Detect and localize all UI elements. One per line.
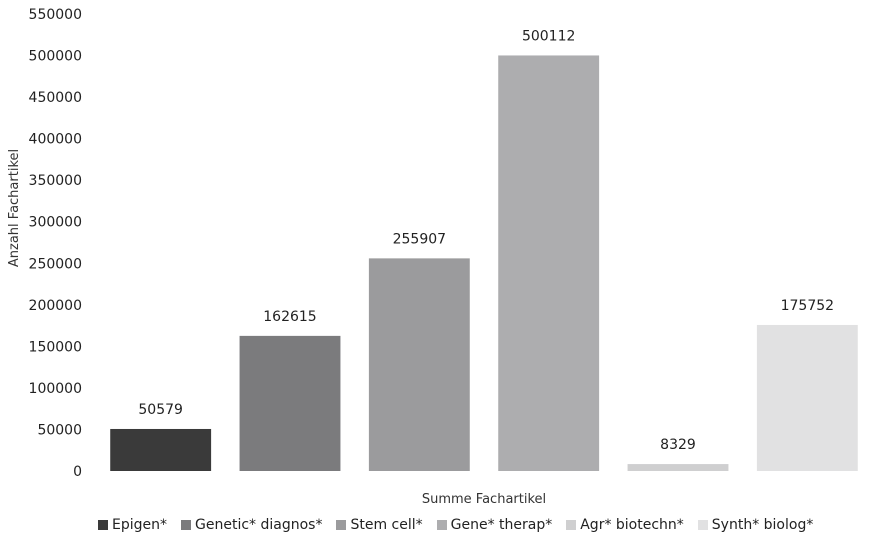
- y-tick-label: 200000: [29, 298, 82, 314]
- legend-swatch: [181, 520, 191, 530]
- data-label: 50579: [138, 402, 183, 418]
- legend-item: Stem cell*: [336, 517, 423, 533]
- legend-label: Gene* therap*: [450, 517, 553, 533]
- bar: [110, 428, 212, 471]
- y-tick-label: 500000: [29, 49, 82, 65]
- y-tick-label: 300000: [29, 215, 82, 231]
- y-tick-label: 50000: [37, 422, 82, 438]
- bar: [627, 464, 729, 471]
- y-tick-label: 550000: [29, 7, 82, 23]
- x-axis-title: Summe Fachartikel: [422, 492, 546, 507]
- y-tick-label: 350000: [29, 173, 82, 189]
- y-tick-label: 400000: [29, 132, 82, 148]
- legend-label: Genetic* diagnos*: [195, 517, 323, 533]
- legend-label: Stem cell*: [350, 517, 423, 533]
- data-label: 175752: [781, 298, 834, 314]
- legend-item: Agr* biotechn*: [566, 517, 684, 533]
- legend: Epigen* Genetic* diagnos* Stem cell* Gene* …: [98, 517, 813, 533]
- legend-label: Epigen*: [112, 517, 167, 533]
- data-label: 500112: [522, 28, 575, 44]
- bar: [239, 335, 341, 471]
- legend-label: Agr* biotechn*: [580, 517, 684, 533]
- y-tick-label: 450000: [29, 90, 82, 106]
- y-axis-title: Anzahl Fachartikel: [7, 149, 22, 267]
- legend-item: Synth* biolog*: [697, 517, 814, 533]
- legend-item: Epigen*: [98, 517, 167, 533]
- data-label: 8329: [660, 437, 696, 453]
- legend-swatch: [566, 520, 577, 530]
- bars: [110, 55, 858, 471]
- legend-item: Genetic* diagnos*: [181, 517, 322, 533]
- y-axis-ticks: 0 50000 100000 150000 200000 250000 300000 3500…: [29, 7, 82, 480]
- legend-swatch: [336, 520, 347, 530]
- data-label: 162615: [263, 309, 316, 325]
- bar: [498, 55, 600, 471]
- legend-swatch: [436, 520, 447, 530]
- legend-swatch: [697, 520, 708, 530]
- legend-item: Gene* therap*: [436, 517, 553, 533]
- y-tick-label: 100000: [29, 381, 82, 397]
- y-tick-label: 150000: [29, 339, 82, 355]
- data-label: 255907: [393, 231, 446, 247]
- bar: [756, 324, 858, 471]
- y-tick-label: 0: [73, 464, 82, 480]
- data-labels: 50579 162615 255907 500112 8329 175752: [138, 28, 834, 453]
- y-tick-label: 250000: [29, 256, 82, 272]
- legend-swatch: [98, 520, 108, 530]
- bar: [368, 258, 470, 471]
- legend-label: Synth* biolog*: [711, 517, 814, 533]
